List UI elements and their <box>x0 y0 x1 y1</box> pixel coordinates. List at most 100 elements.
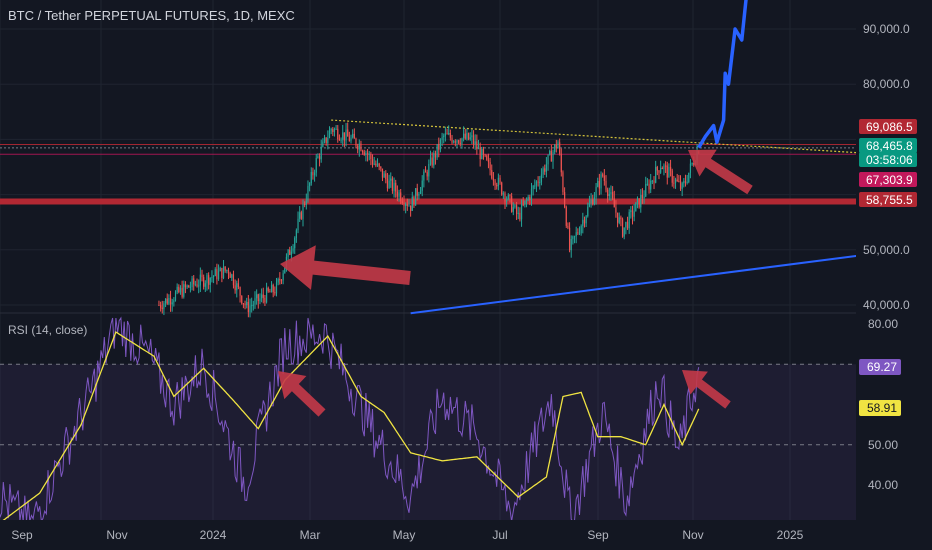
rsi-badge <box>859 400 901 416</box>
candle-body <box>686 181 688 183</box>
candle-body <box>403 203 405 206</box>
candle-body <box>570 239 572 251</box>
candle-body <box>366 152 369 155</box>
x-tick-label: Sep <box>587 528 609 542</box>
candle-body <box>363 152 365 156</box>
rsi-indicator-label[interactable]: RSI (14, close) <box>8 323 88 337</box>
chart-title[interactable]: BTC / Tether PERPETUAL FUTURES, 1D, MEXC <box>8 8 295 23</box>
candle-body <box>565 207 567 226</box>
candle-body <box>160 305 162 308</box>
price-badge-text: 03:58:06 <box>866 153 913 167</box>
candle-body <box>353 133 355 139</box>
candle-body <box>638 198 640 208</box>
candle-body <box>229 272 231 278</box>
candle-body <box>602 174 604 176</box>
candle-body <box>623 227 625 237</box>
candle-body <box>401 201 403 204</box>
candle-body <box>444 133 446 136</box>
candle-body <box>267 287 269 292</box>
candle-body <box>554 144 556 152</box>
candle-body <box>405 204 407 206</box>
candle-body <box>603 175 605 181</box>
candle-body <box>275 282 278 294</box>
candle-body <box>542 168 544 175</box>
candle-body <box>532 185 534 189</box>
y-tick-label: 40,000.0 <box>863 298 910 312</box>
candle-body <box>476 141 478 150</box>
candle-body <box>383 173 385 178</box>
candle-body <box>605 180 607 190</box>
candle-body <box>380 166 382 169</box>
candle-body <box>164 298 167 304</box>
candle-body <box>305 200 307 205</box>
candle-body <box>545 164 547 172</box>
candle-body <box>347 129 349 137</box>
price-badge <box>859 172 917 187</box>
x-tick-label: Mar <box>300 528 321 542</box>
candle-body <box>416 188 418 196</box>
candle-body <box>169 298 172 305</box>
candle-body <box>559 142 561 154</box>
candle-body <box>342 132 344 140</box>
candle-body <box>212 276 215 278</box>
candles <box>158 122 700 318</box>
candle-body <box>608 193 610 196</box>
candle-body <box>618 217 620 223</box>
candle-body <box>284 267 286 274</box>
candle-body <box>343 132 345 141</box>
candle-body <box>209 277 211 285</box>
candle-body <box>340 139 342 141</box>
candle-body <box>317 156 319 158</box>
x-tick-label: 2024 <box>200 528 227 542</box>
price-badge <box>859 152 917 167</box>
candle-body <box>572 236 574 240</box>
candle-body <box>295 230 297 239</box>
x-tick-label: May <box>393 528 416 542</box>
candle-body <box>269 291 271 293</box>
candle-body <box>203 277 205 287</box>
candle-body <box>648 183 650 190</box>
candle-body <box>651 180 653 182</box>
candle-body <box>398 192 400 197</box>
candle-body <box>514 205 516 208</box>
candle-body <box>299 212 301 219</box>
candle-body <box>313 172 316 176</box>
candle-body <box>234 285 236 291</box>
candle-body <box>472 135 475 145</box>
price-badge <box>859 119 917 134</box>
candle-body <box>368 153 370 155</box>
candle-body <box>666 165 668 178</box>
candle-body <box>582 219 584 226</box>
candle-body <box>352 133 354 138</box>
candle-body <box>174 292 177 301</box>
candle-body <box>320 146 322 160</box>
candle-body <box>252 304 254 306</box>
candle-body <box>436 143 438 158</box>
candle-body <box>307 185 309 201</box>
candle-body <box>512 207 514 212</box>
candle-body <box>626 221 629 229</box>
candle-body <box>595 186 597 198</box>
rsi-badge-text: 69.27 <box>867 360 897 374</box>
grid <box>0 0 856 520</box>
candle-body <box>616 212 619 223</box>
candle-body <box>580 225 582 234</box>
candle-body <box>489 162 491 171</box>
candle-body <box>280 280 283 282</box>
candle-body <box>650 180 652 190</box>
candle-body <box>487 159 490 163</box>
candle-body <box>529 197 531 201</box>
candle-body <box>575 232 577 237</box>
candle-body <box>178 286 180 293</box>
candle-body <box>315 157 317 173</box>
candle-body <box>348 136 350 142</box>
candle-body <box>504 193 506 202</box>
rsi-badge <box>859 359 901 375</box>
candle-body <box>256 294 258 299</box>
candle-body <box>663 165 665 170</box>
candle-body <box>439 139 442 150</box>
candle-body <box>612 192 614 199</box>
candle-body <box>282 273 284 281</box>
candle-body <box>388 180 390 189</box>
